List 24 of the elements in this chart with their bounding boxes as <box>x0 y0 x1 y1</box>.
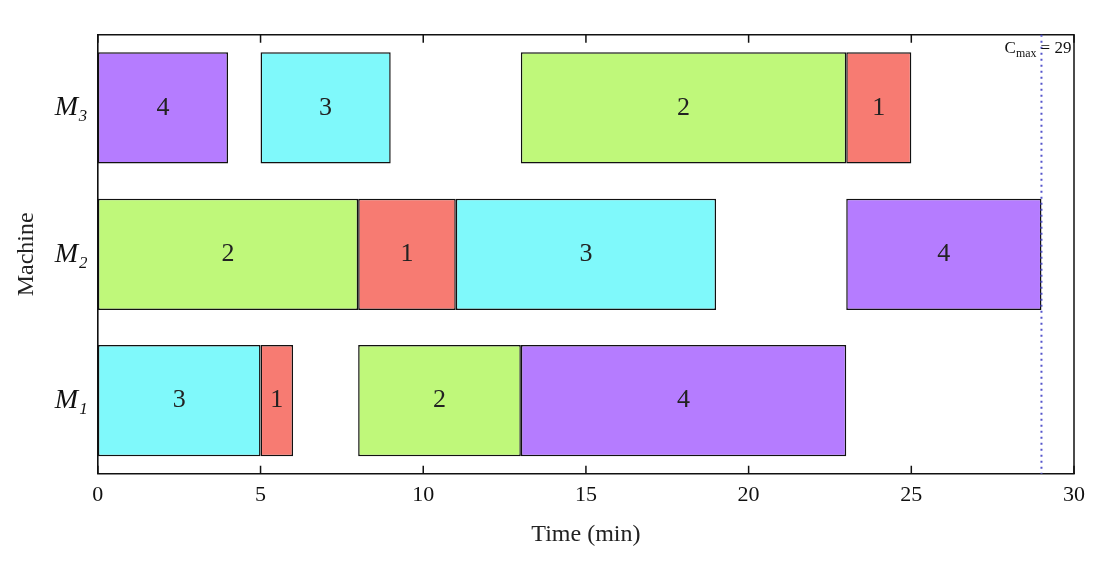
x-tick-label: 15 <box>574 480 597 506</box>
x-tick-label: 10 <box>412 480 435 506</box>
x-axis-title: Time (min) <box>531 519 641 546</box>
y-tick-label: M₂ <box>53 236 89 268</box>
text: 4 <box>677 384 691 414</box>
text: 1 <box>400 238 414 268</box>
text: 2 <box>221 238 235 268</box>
text: 2 <box>433 384 447 414</box>
x-tick-label: 5 <box>255 480 267 506</box>
y-tick-label: M₁ <box>53 382 88 414</box>
x-tick-label: 20 <box>737 480 760 506</box>
series-label: 4 <box>156 91 170 121</box>
y-axis-title: Machine <box>11 212 38 297</box>
x-tick-label: 30 <box>1063 480 1085 506</box>
text: 3 <box>579 238 593 268</box>
series-label: 2 <box>677 91 691 121</box>
text: 1 <box>872 91 886 121</box>
text: 4 <box>937 238 951 268</box>
y-tick-label: M₃ <box>53 90 88 122</box>
series-label: 3 <box>319 91 333 121</box>
x-tick-label: 0 <box>92 480 104 506</box>
series-label: 1 <box>270 384 284 414</box>
text: 3 <box>172 384 186 414</box>
x-tick-label: 25 <box>900 480 923 506</box>
